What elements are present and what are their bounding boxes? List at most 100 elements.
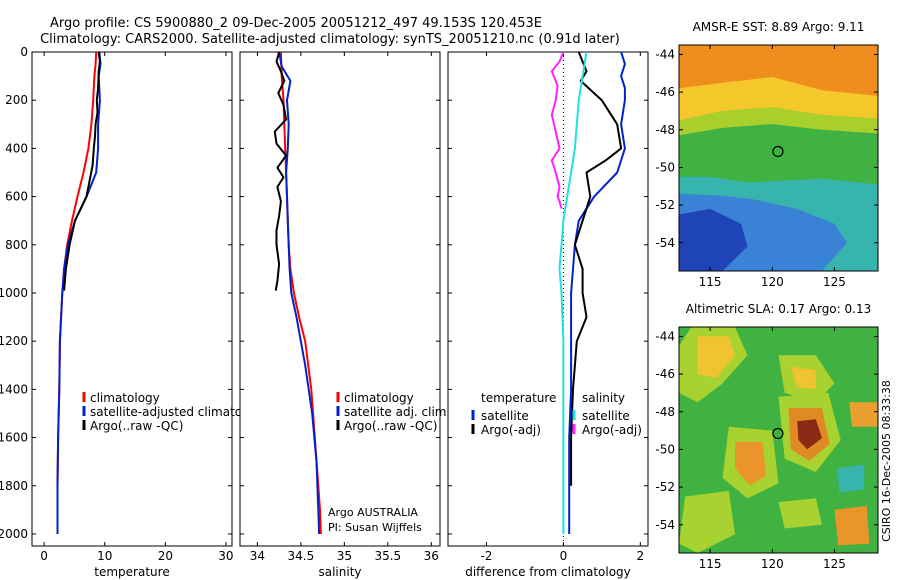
series-group xyxy=(273,52,322,535)
series-line-satellite-adjusted-climatology xyxy=(56,52,102,534)
x-tick-label: 35.5 xyxy=(374,549,401,563)
panel-frame xyxy=(31,51,233,547)
panel-frame xyxy=(447,51,649,547)
x-tick-label: 125 xyxy=(823,557,846,571)
y-tick-label: -50 xyxy=(655,442,675,456)
x-tick-label: 30 xyxy=(218,549,233,563)
legend-label: Argo(..raw -QC) xyxy=(344,419,437,433)
timestamp-side-label: CSIRO 16-Dec-2005 08:33:38 xyxy=(880,380,893,542)
map-color-region xyxy=(837,464,865,493)
map-color-region xyxy=(834,505,870,546)
y-tick-label: 400 xyxy=(5,141,28,155)
series-group xyxy=(56,52,102,534)
map-color-region xyxy=(790,366,816,390)
legend-label: Argo(-adj) xyxy=(481,423,541,437)
x-tick-label: 125 xyxy=(823,275,846,289)
legend-label: Argo(..raw -QC) xyxy=(90,419,183,433)
y-tick-label: -46 xyxy=(655,367,675,381)
x-tick-label: 120 xyxy=(761,275,784,289)
y-tick-label: 200 xyxy=(5,93,28,107)
legend: temperature salinitysatelliteArgo(-adj)sa… xyxy=(471,391,642,437)
map-color-region xyxy=(697,336,735,378)
x-tick-label: 0 xyxy=(40,549,48,563)
map-color-region xyxy=(679,490,735,553)
y-tick-label: -52 xyxy=(655,198,675,212)
y-tick-label: -50 xyxy=(655,160,675,174)
y-tick-label: 600 xyxy=(5,190,28,204)
x-tick-label: -2 xyxy=(480,549,492,563)
series-line-argo-adj- xyxy=(570,52,623,486)
map-field xyxy=(679,327,878,553)
y-tick-label: -48 xyxy=(655,123,675,137)
x-tick-label: 0 xyxy=(560,549,568,563)
map-color-region xyxy=(735,441,767,486)
y-tick-label: -44 xyxy=(655,329,675,343)
x-tick-label: 120 xyxy=(761,557,784,571)
y-tick-label: 1600 xyxy=(0,431,28,445)
figure-title-line1: Argo profile: CS 5900880_2 09-Dec-2005 2… xyxy=(50,16,542,31)
legend-label: climatology xyxy=(90,391,160,405)
panel-frame xyxy=(239,51,441,547)
map-color-region xyxy=(849,402,878,427)
map-title: AMSR-E SST: 8.89 Argo: 9.11 xyxy=(693,20,865,34)
x-tick-label: 34.5 xyxy=(288,549,315,563)
map-frame xyxy=(678,44,879,272)
map-amsr_sst: AMSR-E SST: 8.89 Argo: 9.11 -44 -46 -48 -50 -… xyxy=(655,20,879,289)
y-tick-label: 800 xyxy=(5,238,28,252)
x-tick-label: 36 xyxy=(424,549,439,563)
map-color-region xyxy=(778,498,822,529)
annotation-float-name: Argo AUSTRALIA xyxy=(328,506,418,519)
annotation-pi: PI: Susan Wijffels xyxy=(328,521,422,534)
panel-salinity: 34 34.5 35 35.5 36 salinity climatologysatelli… xyxy=(239,51,450,579)
map-color-region xyxy=(679,208,748,271)
legend-header-salinity: salinity xyxy=(582,391,625,405)
map-frame xyxy=(678,326,879,554)
map-title: Altimetric SLA: 0.17 Argo: 0.13 xyxy=(686,302,871,316)
y-tick-label: -52 xyxy=(655,480,675,494)
series-line-satellite-adj-clim- xyxy=(278,52,321,535)
legend-label: satellite xyxy=(582,409,630,423)
panel-difference: -2 0 2 difference from climatology temperatu… xyxy=(447,51,649,579)
y-tick-label: 1200 xyxy=(0,334,28,348)
series-line-argo-raw-qc- xyxy=(273,52,288,291)
y-tick-label: -46 xyxy=(655,85,675,99)
map-color-region xyxy=(797,419,822,450)
x-tick-label: 20 xyxy=(158,549,173,563)
x-tick-label: 115 xyxy=(699,275,722,289)
x-axis-label: salinity xyxy=(318,565,361,579)
legend-label: satellite adj. clim. xyxy=(344,405,450,419)
legend-label: satellite xyxy=(481,409,529,423)
float-position-marker xyxy=(772,427,784,440)
map-altimetric_sla: Altimetric SLA: 0.17 Argo: 0.13 -44 -46 -48… xyxy=(655,302,879,571)
x-axis-label: temperature xyxy=(94,565,169,579)
map-color-region xyxy=(679,124,878,190)
legend-label: satellite-adjusted climatology xyxy=(90,405,268,419)
x-tick-label: 34 xyxy=(250,549,265,563)
y-tick-label: 1800 xyxy=(0,479,28,493)
legend-header-temperature: temperature xyxy=(481,391,556,405)
y-tick-label: -54 xyxy=(655,518,675,532)
legend-label: Argo(-adj) xyxy=(582,423,642,437)
panel-temperature: 0 200 400 600 800 1000 1200 1400 1600 1800 2000 0 10… xyxy=(0,45,268,579)
y-tick-label: -54 xyxy=(655,236,675,250)
x-axis-label: difference from climatology xyxy=(465,565,631,579)
y-tick-label: 1000 xyxy=(0,286,28,300)
y-tick-label: 2000 xyxy=(0,527,28,541)
series-line-argo-adj- xyxy=(550,52,565,209)
float-position-marker xyxy=(772,145,784,158)
legend-label: climatology xyxy=(344,391,414,405)
series-group xyxy=(550,52,626,534)
plots-group: 0 200 400 600 800 1000 1200 1400 1600 1800 2000 0 10… xyxy=(0,20,879,579)
y-tick-label: -44 xyxy=(655,47,675,61)
y-tick-label: -48 xyxy=(655,405,675,419)
y-tick-label: 1400 xyxy=(0,382,28,396)
x-tick-label: 10 xyxy=(97,549,112,563)
series-line-satellite xyxy=(558,52,588,534)
x-tick-label: 35 xyxy=(337,549,352,563)
map-field xyxy=(679,45,878,271)
x-tick-label: 2 xyxy=(636,549,644,563)
x-tick-label: 115 xyxy=(699,557,722,571)
